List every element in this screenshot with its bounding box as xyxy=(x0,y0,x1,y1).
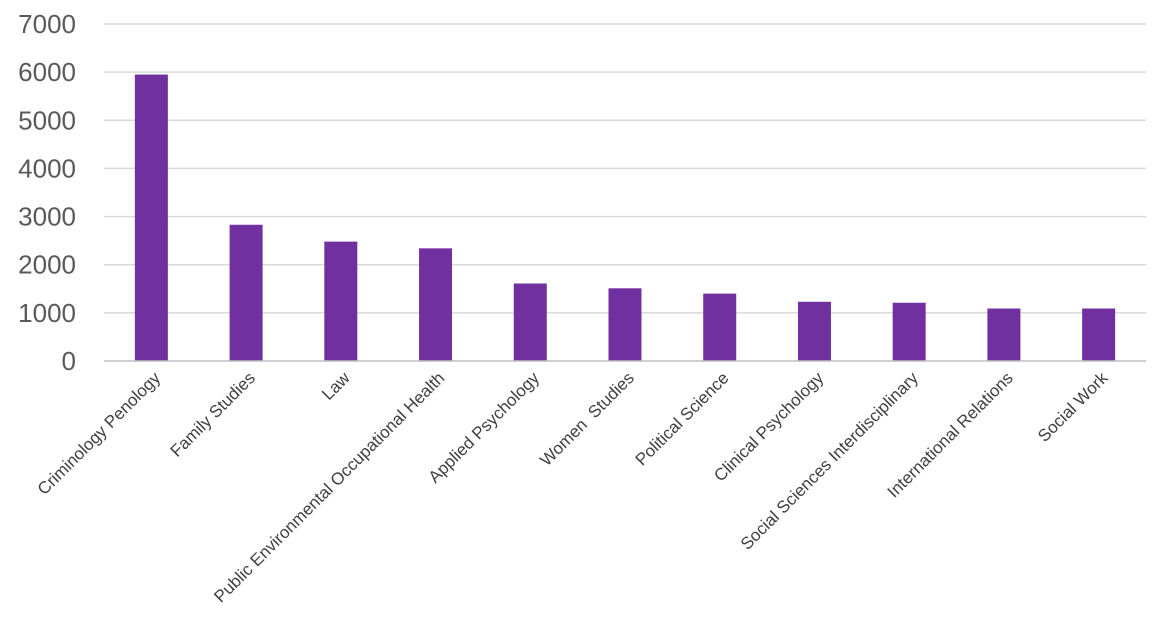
x-tick-label: Social Sciences Interdisciplinary xyxy=(737,368,922,553)
y-tick-label: 2000 xyxy=(18,250,76,280)
y-tick-label: 7000 xyxy=(18,9,76,39)
bar-international-relations xyxy=(987,308,1021,361)
bars xyxy=(134,74,1116,362)
bar-political-science xyxy=(703,293,737,361)
y-tick-label: 1000 xyxy=(18,298,76,328)
bar-family-studies xyxy=(229,224,263,361)
bar-social-work xyxy=(1082,308,1116,361)
y-axis-ticks: 0 1000 2000 3000 4000 5000 6000 7000 xyxy=(18,9,76,376)
y-tick-label: 4000 xyxy=(18,153,76,183)
x-tick-label: Social Work xyxy=(1034,368,1112,446)
x-tick-label: Criminology Penology xyxy=(34,368,165,499)
bar-criminology-penology xyxy=(134,74,168,362)
bar-women-studies xyxy=(608,288,642,361)
y-tick-label: 0 xyxy=(62,346,76,376)
gridlines xyxy=(104,23,1146,314)
x-tick-label: Political Science xyxy=(632,368,733,469)
x-axis-ticks: Criminology Penology Family Studies LawPub… xyxy=(34,368,1112,606)
bar-public-environmental-occupational-health xyxy=(419,248,453,361)
bar-clinical-psychology xyxy=(797,301,831,361)
y-tick-label: 3000 xyxy=(18,202,76,232)
bar-social-sciences-interdisciplinary xyxy=(892,302,926,361)
x-tick-label: Women Studies xyxy=(536,368,637,469)
x-tick-label: Family Studies xyxy=(167,368,259,460)
bar-applied-psychology xyxy=(513,283,547,361)
bar-law xyxy=(324,241,358,361)
y-tick-label: 5000 xyxy=(18,105,76,135)
y-tick-label: 6000 xyxy=(18,57,76,87)
x-tick-label: Public Environmental Occupational Health xyxy=(210,368,448,606)
x-tick-label: Law xyxy=(318,368,354,404)
